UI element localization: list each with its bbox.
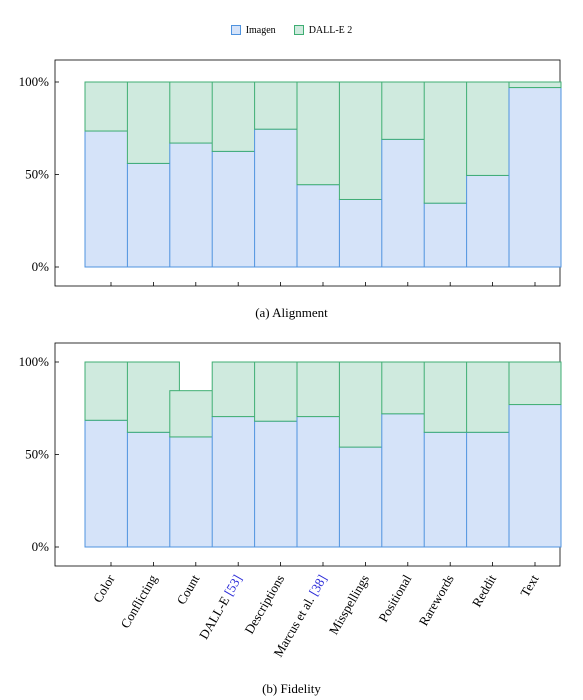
x-tick-label: Descriptions — [241, 572, 287, 636]
legend-item-imagen: Imagen — [230, 24, 276, 36]
x-tick-label: Count — [174, 572, 203, 607]
x-tick-label: Text — [517, 572, 542, 600]
x-tick-label: Conflicting — [117, 572, 160, 631]
legend: Imagen DALL-E 2 — [0, 18, 583, 42]
y-tick-label: 50% — [25, 447, 49, 462]
x-tick-label: Rarewords — [416, 572, 457, 628]
x-tick-label: Positional — [375, 572, 414, 625]
x-tick-label: Reddit — [469, 572, 500, 610]
bar-dalle2-1-10 — [508, 81, 562, 89]
y-tick-label: 50% — [25, 167, 49, 182]
y-tick-label: 100% — [19, 74, 50, 89]
x-tick-label: Color — [90, 571, 118, 605]
legend-swatch-dalle2 — [293, 25, 304, 35]
caption-fidelity: (b) Fidelity — [262, 681, 321, 696]
legend-swatch-imagen — [230, 25, 241, 35]
bar-imagen-1-10 — [508, 87, 562, 268]
y-tick-label: 100% — [19, 354, 50, 369]
bar-imagen-2-10 — [508, 404, 562, 548]
legend-label-dalle2: DALL-E 2 — [308, 24, 353, 36]
x-tick-label: Misspellings — [326, 572, 372, 637]
x-tick-label: DALL-E [53] — [196, 572, 245, 642]
legend-item-dalle2: DALL-E 2 — [293, 24, 353, 36]
y-tick-label: 0% — [32, 539, 50, 554]
bar-dalle2-2-10 — [508, 361, 562, 406]
y-tick-label: 0% — [32, 259, 50, 274]
legend-label-imagen: Imagen — [245, 24, 276, 36]
caption-alignment: (a) Alignment — [255, 305, 328, 320]
